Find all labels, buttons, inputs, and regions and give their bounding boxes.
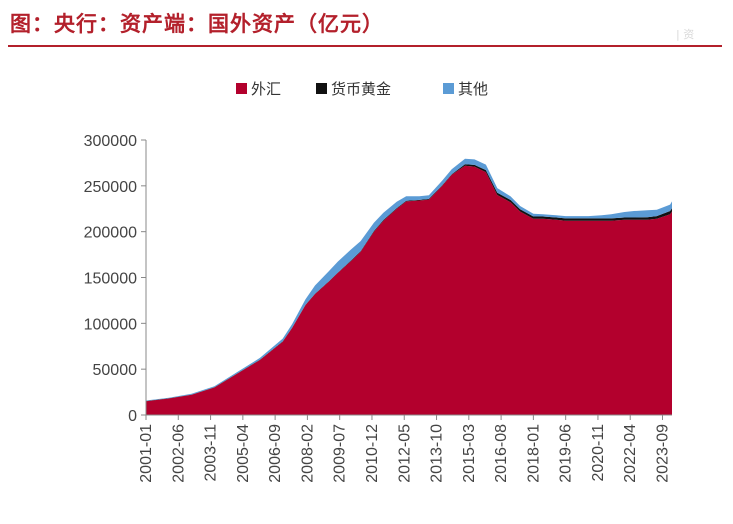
chart-title: 图：央行：资产端：国外资产（亿元） xyxy=(10,11,384,36)
x-tick-label: 2013-10 xyxy=(429,424,446,483)
x-tick-label: 2019-06 xyxy=(558,424,575,483)
legend-label: 货币黄金 xyxy=(331,80,391,98)
legend: 外汇 货币黄金 其他 xyxy=(236,80,488,98)
y-tick-label: 250000 xyxy=(84,179,137,196)
y-tick-label: 300000 xyxy=(84,133,137,150)
y-tick-label: 200000 xyxy=(84,225,137,242)
y-tick-label: 50000 xyxy=(93,362,138,379)
legend-swatch xyxy=(236,83,247,94)
x-tick-label: 2015-03 xyxy=(461,424,478,483)
x-tick-label: 2005-04 xyxy=(235,424,252,483)
watermark-text: | 资 xyxy=(676,28,695,41)
x-tick-label: 2009-07 xyxy=(332,424,349,483)
legend-swatch xyxy=(316,83,327,94)
legend-label: 其他 xyxy=(458,80,488,98)
x-tick-label: 2008-02 xyxy=(299,424,316,483)
x-tick-label: 2003-11 xyxy=(203,424,220,482)
legend-swatch xyxy=(443,83,454,94)
x-tick-label: 2016-08 xyxy=(493,424,510,483)
axes-group xyxy=(141,139,672,420)
x-tick-label: 2006-09 xyxy=(267,424,284,483)
x-tick-label: 2020-11 xyxy=(590,424,607,482)
x-tick-label: 2022-04 xyxy=(622,424,639,483)
title-divider xyxy=(8,45,722,47)
x-tick-labels: 2001-01 2002-06 2003-11 2005-04 2006-09 2008-… xyxy=(138,424,672,483)
series-area-0 xyxy=(146,165,672,415)
x-tick-label: 2023-09 xyxy=(655,424,672,483)
x-tick-label: 2012-05 xyxy=(396,424,413,483)
x-tick-label: 2001-01 xyxy=(138,424,155,483)
y-tick-label: 150000 xyxy=(84,271,137,288)
area-series-group xyxy=(146,158,672,415)
x-tick-label: 2018-01 xyxy=(525,424,542,483)
y-tick-label: 100000 xyxy=(84,316,137,333)
x-tick-label: 2010-12 xyxy=(364,424,381,483)
y-tick-labels: 0 50000 100000 150000 200000 250000 300000 xyxy=(84,133,137,425)
x-tick-label: 2002-06 xyxy=(170,424,187,483)
y-tick-label: 0 xyxy=(128,408,137,425)
legend-label: 外汇 xyxy=(251,80,281,98)
